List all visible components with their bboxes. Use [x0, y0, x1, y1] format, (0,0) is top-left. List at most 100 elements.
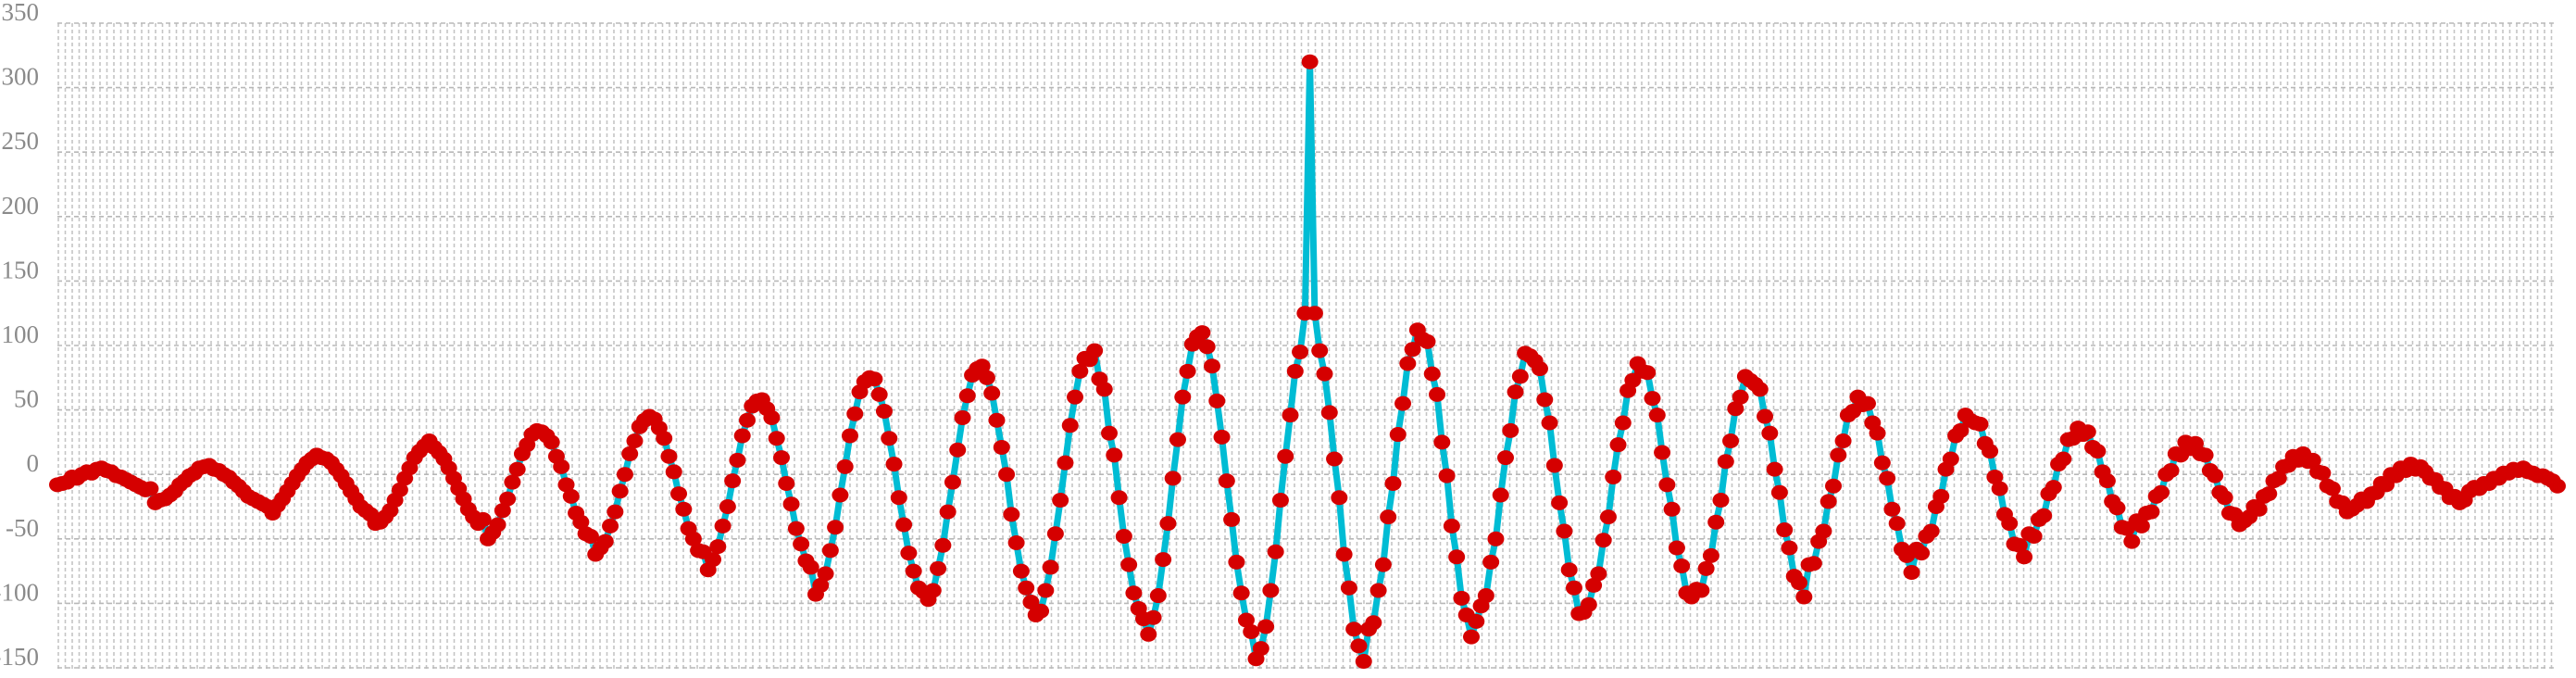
- data-point: [768, 431, 785, 446]
- data-point: [1942, 451, 1959, 467]
- data-points: [49, 54, 2566, 670]
- data-point: [494, 503, 511, 519]
- data-point: [2143, 504, 2160, 520]
- data-point: [1120, 557, 1138, 572]
- data-point: [1198, 339, 1216, 355]
- data-point: [602, 518, 619, 534]
- data-point: [988, 412, 1006, 428]
- data-point: [1257, 619, 1275, 634]
- data-point: [2260, 486, 2278, 502]
- data-point: [821, 543, 839, 559]
- y-tick-label: 150: [2, 256, 40, 283]
- data-point: [1277, 448, 1294, 464]
- data-point: [2314, 465, 2332, 481]
- data-point: [1086, 343, 1104, 358]
- data-point: [1223, 511, 1241, 527]
- y-tick-label: 300: [2, 63, 40, 91]
- data-point: [787, 521, 805, 536]
- data-point: [978, 370, 995, 385]
- data-point: [1389, 427, 1407, 443]
- data-point: [2549, 478, 2566, 494]
- data-point: [875, 403, 893, 419]
- data-point: [1144, 609, 1162, 625]
- data-point: [1732, 389, 1749, 405]
- data-point: [1487, 531, 1505, 546]
- data-point: [983, 385, 1001, 401]
- data-point: [793, 536, 810, 552]
- data-point: [2001, 516, 2019, 532]
- data-point: [1952, 422, 1970, 438]
- data-point: [1599, 509, 1617, 525]
- data-point: [1203, 358, 1220, 374]
- y-tick-label: 250: [2, 127, 40, 155]
- data-point: [1399, 356, 1417, 371]
- data-point: [1707, 514, 1725, 530]
- data-point: [1673, 559, 1691, 574]
- data-point: [1292, 344, 1309, 359]
- data-point: [709, 539, 727, 555]
- data-point: [1232, 585, 1250, 601]
- data-point: [939, 504, 957, 520]
- data-point: [2216, 490, 2233, 506]
- data-point: [2098, 473, 2116, 489]
- data-point: [1335, 546, 1353, 562]
- data-point: [1179, 363, 1196, 379]
- data-point: [2323, 481, 2341, 496]
- y-tick-label: 350: [2, 0, 40, 26]
- data-point: [489, 517, 506, 533]
- data-point: [1648, 408, 1666, 423]
- data-point: [890, 490, 907, 506]
- data-point: [1502, 422, 1519, 438]
- data-point: [1071, 363, 1089, 379]
- data-point: [1208, 393, 1226, 408]
- data-point: [1531, 361, 1548, 377]
- data-point: [900, 546, 918, 561]
- data-point: [1125, 585, 1143, 601]
- data-point: [812, 577, 830, 593]
- data-point: [705, 552, 722, 568]
- data-point: [1644, 391, 1661, 407]
- data-point: [1492, 487, 1509, 503]
- data-point: [2025, 529, 2043, 545]
- data-point: [954, 409, 971, 425]
- data-point: [841, 428, 858, 444]
- data-point: [998, 467, 1016, 483]
- data-point: [1932, 488, 1950, 504]
- data-point: [1380, 509, 1397, 525]
- data-point: [2089, 444, 2107, 459]
- data-point: [1433, 434, 1451, 450]
- data-point: [504, 474, 521, 490]
- data-point: [1545, 458, 1563, 473]
- data-point: [1556, 523, 1573, 539]
- y-tick-label: -50: [6, 514, 39, 542]
- data-point: [881, 431, 898, 446]
- data-point: [2045, 480, 2062, 496]
- data-point: [1384, 475, 1402, 491]
- data-point: [949, 442, 967, 458]
- data-point: [626, 433, 644, 449]
- y-tick-label: 0: [27, 449, 40, 477]
- data-point: [1350, 638, 1368, 654]
- data-point: [1770, 484, 1788, 500]
- data-point: [1922, 523, 1940, 539]
- data-point: [1580, 596, 1597, 612]
- data-point: [1282, 408, 1299, 423]
- data-point: [1815, 523, 1832, 539]
- data-point: [729, 452, 746, 468]
- data-point: [1443, 518, 1460, 534]
- data-point: [2270, 471, 2287, 486]
- data-point: [1781, 540, 1798, 556]
- data-point: [1423, 366, 1441, 382]
- data-point: [1316, 366, 1333, 382]
- data-point: [1757, 408, 1774, 424]
- data-point: [1761, 425, 1779, 441]
- data-point: [1374, 557, 1392, 572]
- data-point: [1565, 580, 1582, 596]
- data-point: [1218, 473, 1235, 489]
- data-point: [1609, 437, 1627, 453]
- data-point: [1795, 589, 1813, 605]
- data-point: [1355, 654, 1372, 670]
- data-point: [2132, 518, 2150, 534]
- data-point: [2035, 508, 2053, 523]
